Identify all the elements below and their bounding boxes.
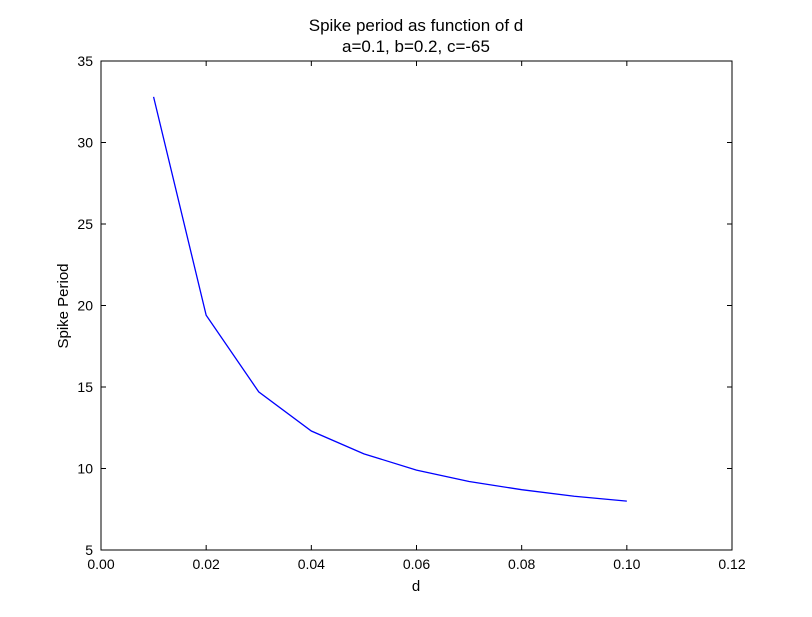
x-tick-label: 0.08 [508, 556, 535, 572]
chart-subtitle: a=0.1, b=0.2, c=-65 [342, 37, 490, 56]
x-tick-label: 0.00 [87, 556, 114, 572]
y-tick-label: 5 [85, 542, 93, 558]
y-tick-label: 20 [77, 298, 93, 314]
y-tick-label: 35 [77, 53, 93, 69]
y-tick-label: 15 [77, 379, 93, 395]
chart-title: Spike period as function of d [309, 16, 524, 35]
series-line [154, 97, 627, 501]
x-tick-label: 0.04 [298, 556, 325, 572]
x-tick-label: 0.10 [613, 556, 640, 572]
x-axis-label: d [412, 578, 420, 595]
plot-area [153, 97, 626, 501]
x-axis: 0.00 0.02 0.04 0.06 0.08 0.10 0.12 [87, 61, 745, 572]
y-tick-label: 25 [77, 216, 93, 232]
y-axis-label: Spike Period [55, 263, 72, 348]
x-tick-label: 0.06 [403, 556, 430, 572]
y-tick-label: 30 [77, 135, 93, 151]
y-axis: 5 10 15 20 25 30 35 [77, 53, 732, 558]
y-tick-label: 10 [77, 461, 93, 477]
x-tick-label: 0.12 [718, 556, 745, 572]
plot-frame [101, 61, 732, 550]
x-tick-label: 0.02 [193, 556, 220, 572]
